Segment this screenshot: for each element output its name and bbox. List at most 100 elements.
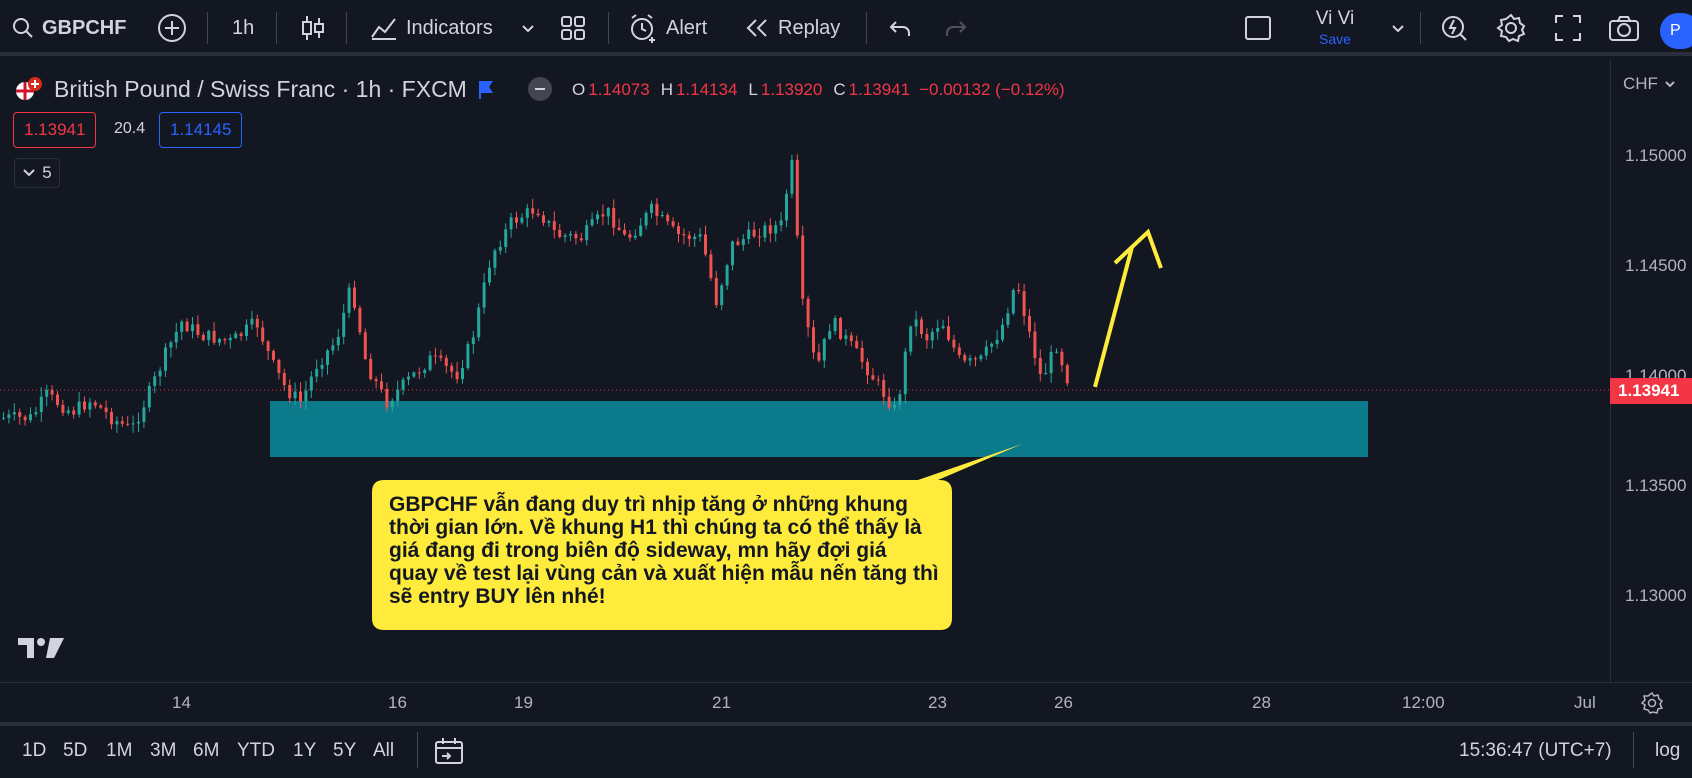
sell-button[interactable]: 1.13941 xyxy=(13,112,97,148)
range-5d[interactable]: 5D xyxy=(63,740,88,761)
candle-body xyxy=(180,321,184,332)
range-5y[interactable]: 5Y xyxy=(333,740,357,761)
alert-button[interactable]: Alert xyxy=(628,0,707,56)
hide-legend-icon[interactable] xyxy=(527,76,553,102)
interval-button[interactable]: 1h xyxy=(232,0,254,56)
candlestick-chart[interactable] xyxy=(0,60,1610,682)
log-scale-toggle[interactable]: log xyxy=(1655,740,1681,761)
candle-body xyxy=(444,357,448,366)
chevron-down-icon xyxy=(1665,81,1675,88)
candle-body xyxy=(984,346,988,356)
price-tick: 1.13000 xyxy=(1625,586,1687,605)
callout-bubble[interactable] xyxy=(372,444,1022,630)
scale-settings-icon[interactable] xyxy=(1640,691,1664,715)
range-ytd[interactable]: YTD xyxy=(237,740,275,761)
candle-body xyxy=(72,410,76,415)
candle-body xyxy=(245,324,248,337)
candle-body xyxy=(169,342,173,348)
candle-body xyxy=(142,407,146,422)
clock[interactable]: 15:36:47 (UTC+7) xyxy=(1459,740,1612,761)
candle-body xyxy=(855,341,859,348)
candle-body xyxy=(126,423,130,425)
symbol-search[interactable]: GBPCHF xyxy=(12,0,126,56)
indicators-toggle[interactable]: 5 xyxy=(14,158,60,188)
fullscreen-button[interactable] xyxy=(1554,0,1582,56)
candle-body xyxy=(18,412,22,417)
settings-button[interactable] xyxy=(1496,0,1526,56)
layout-button[interactable] xyxy=(560,0,586,56)
indicators-button[interactable]: Indicators xyxy=(370,0,493,56)
candle-body xyxy=(574,234,578,239)
candle-body xyxy=(2,417,5,419)
candle-body xyxy=(1001,324,1004,340)
candle-body xyxy=(99,405,103,408)
quick-search-button[interactable] xyxy=(1440,0,1468,56)
candle-body xyxy=(903,351,907,395)
candle-body xyxy=(633,235,637,238)
range-1y[interactable]: 1Y xyxy=(293,740,317,761)
chevron-down-icon xyxy=(23,169,35,177)
candle-body xyxy=(34,412,38,415)
screenshot-button[interactable] xyxy=(1608,0,1640,56)
candle-body xyxy=(390,400,394,408)
candle-body xyxy=(255,318,259,328)
range-all[interactable]: All xyxy=(373,740,395,761)
candle-body xyxy=(353,287,356,308)
range-6m[interactable]: 6M xyxy=(193,740,220,761)
chart-type-button[interactable] xyxy=(300,0,326,56)
candle-body xyxy=(331,345,335,351)
candle-body xyxy=(601,214,605,217)
candle-body xyxy=(1055,351,1058,353)
candle-body xyxy=(1065,365,1069,384)
close-label: C xyxy=(833,80,846,99)
undo-button[interactable] xyxy=(888,0,912,56)
currency-selector[interactable]: CHF xyxy=(1623,74,1676,94)
candle-body xyxy=(315,368,319,377)
candle-body xyxy=(617,227,621,230)
candle-body xyxy=(45,389,49,397)
user-layout-menu[interactable]: Vi Vi Save xyxy=(1300,0,1370,56)
candle-body xyxy=(471,337,475,345)
candle-body xyxy=(558,229,562,237)
goto-date-icon[interactable] xyxy=(434,737,464,765)
candle-body xyxy=(407,376,410,380)
candle-body xyxy=(1022,291,1026,316)
layout-dropdown[interactable] xyxy=(1390,0,1406,56)
candle-body xyxy=(304,390,308,402)
range-1m[interactable]: 1M xyxy=(106,740,133,761)
redo-button[interactable] xyxy=(944,0,968,56)
chart-pane[interactable] xyxy=(0,60,1610,682)
compare-button[interactable] xyxy=(157,0,187,56)
candle-body xyxy=(461,368,464,380)
plus-circle-icon xyxy=(158,14,186,42)
time-scale[interactable]: 14 16 19 21 23 26 28 12:00 Jul xyxy=(0,682,1692,722)
candle-body xyxy=(1038,358,1042,374)
candle-body xyxy=(704,234,707,255)
open-value: 1.14073 xyxy=(588,80,650,99)
candle-body xyxy=(147,385,151,408)
range-3m[interactable]: 3M xyxy=(150,740,177,761)
candle-body xyxy=(741,239,745,245)
flag-icon[interactable] xyxy=(477,79,495,99)
candle-body xyxy=(363,332,367,359)
buy-button[interactable]: 1.14145 xyxy=(159,112,243,148)
candle-body xyxy=(866,361,869,376)
candles-icon xyxy=(302,16,324,40)
range-1d[interactable]: 1D xyxy=(22,740,47,761)
candle-body xyxy=(277,359,281,374)
candle-body xyxy=(120,421,124,424)
candle-body xyxy=(763,225,767,238)
price-scale[interactable]: CHF 1.15000 1.14500 1.14000 1.13500 1.13… xyxy=(1610,60,1692,682)
candle-body xyxy=(282,373,286,386)
candle-body xyxy=(83,401,86,410)
layout-select-button[interactable] xyxy=(1244,0,1272,56)
candle-body xyxy=(628,234,632,238)
candle-body xyxy=(293,391,297,399)
replay-button[interactable]: Replay xyxy=(744,0,840,56)
candle-body xyxy=(466,344,470,369)
publish-button[interactable]: P xyxy=(1660,13,1692,49)
support-zone[interactable] xyxy=(270,401,1368,457)
candle-body xyxy=(520,217,524,223)
indicators-dropdown[interactable] xyxy=(520,0,536,56)
tradingview-logo[interactable] xyxy=(18,636,64,660)
